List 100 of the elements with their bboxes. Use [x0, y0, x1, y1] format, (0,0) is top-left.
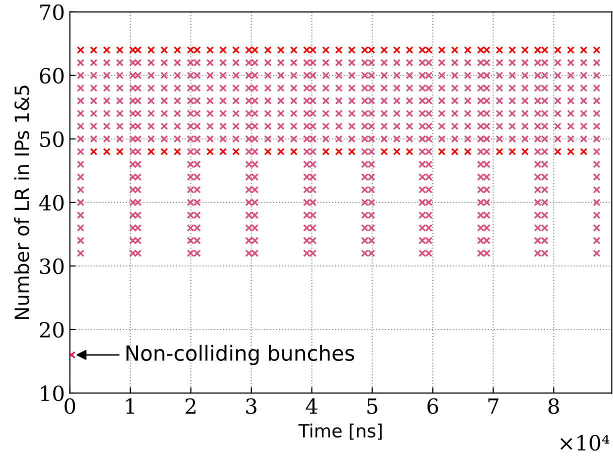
point [464, 58, 472, 66]
point [232, 122, 240, 130]
point [438, 110, 446, 118]
point [206, 110, 214, 118]
y-tick-label: 20 [40, 322, 64, 338]
point [147, 84, 155, 92]
point [464, 148, 472, 156]
point [496, 135, 504, 143]
point [438, 84, 446, 92]
point [322, 135, 330, 143]
point [116, 135, 124, 143]
point [322, 97, 330, 105]
point [450, 148, 459, 156]
point [102, 46, 110, 54]
point [566, 46, 574, 54]
point [277, 58, 285, 66]
point [206, 97, 214, 105]
point [592, 110, 600, 118]
point [464, 122, 472, 130]
point [554, 97, 562, 105]
y-tick-label: 60 [40, 68, 64, 84]
point [160, 110, 168, 118]
point [232, 46, 240, 54]
point [174, 122, 182, 130]
point [76, 211, 84, 219]
point [450, 110, 459, 118]
point [450, 72, 459, 80]
point [277, 135, 285, 143]
point [76, 224, 84, 232]
point [450, 97, 459, 105]
point [102, 84, 110, 92]
point [592, 224, 600, 232]
point [76, 135, 84, 143]
point [219, 122, 227, 130]
point [232, 148, 240, 156]
point [348, 58, 356, 66]
point [464, 72, 472, 80]
point [90, 58, 98, 66]
point [406, 110, 414, 118]
point [521, 72, 529, 80]
point [554, 148, 562, 156]
point [219, 72, 227, 80]
point [76, 97, 84, 105]
y-tick-label: 50 [40, 131, 64, 148]
point [116, 97, 124, 105]
point [580, 72, 588, 80]
point [232, 135, 240, 143]
point [76, 186, 84, 194]
point [264, 148, 272, 156]
point [521, 84, 529, 92]
point [147, 110, 155, 118]
point [508, 122, 516, 130]
point [438, 135, 446, 143]
point [592, 72, 600, 80]
point [592, 173, 600, 181]
point [219, 148, 227, 156]
point [116, 84, 124, 92]
point [102, 110, 110, 118]
point [90, 97, 98, 105]
point [592, 58, 600, 66]
point [322, 46, 330, 54]
point [438, 97, 446, 105]
point [219, 46, 227, 54]
point [592, 97, 600, 105]
point [406, 84, 414, 92]
point [290, 97, 298, 105]
point [264, 135, 272, 143]
point [554, 72, 562, 80]
point [147, 58, 155, 66]
x-tick-label: 4 [306, 398, 318, 414]
point [438, 72, 446, 80]
point [380, 84, 388, 92]
point [464, 46, 472, 54]
x-tick-label: 0 [64, 398, 76, 414]
point [174, 110, 182, 118]
point [580, 135, 588, 143]
point [335, 110, 343, 118]
point [580, 122, 588, 130]
point [566, 110, 574, 118]
point [380, 58, 388, 66]
point [116, 122, 124, 130]
point [277, 72, 285, 80]
point [393, 148, 401, 156]
point [566, 72, 574, 80]
point [232, 97, 240, 105]
point [438, 148, 446, 156]
point [116, 148, 124, 156]
point [116, 58, 124, 66]
point [290, 148, 298, 156]
point [76, 173, 84, 181]
point [554, 58, 562, 66]
point [90, 84, 98, 92]
point [496, 72, 504, 80]
point [592, 46, 600, 54]
point [438, 122, 446, 130]
x-tick-label: 5 [367, 398, 378, 414]
point [116, 46, 124, 54]
point [521, 97, 529, 105]
point [160, 97, 168, 105]
point [393, 46, 401, 54]
